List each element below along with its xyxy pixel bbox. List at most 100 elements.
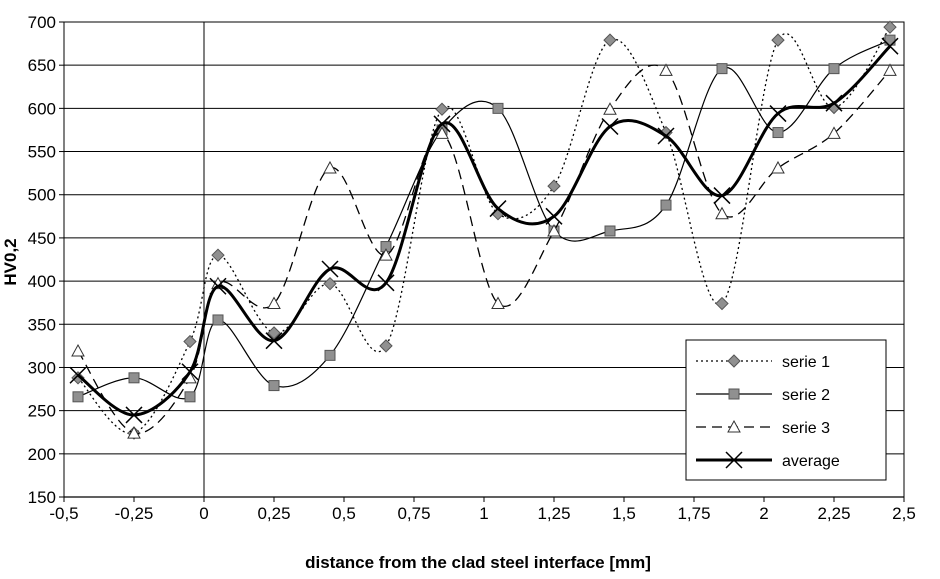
data-point-serie-2	[492, 102, 504, 114]
data-point-average	[125, 406, 143, 424]
data-point-average	[209, 277, 227, 295]
x-tick-label: -0,25	[115, 504, 154, 523]
data-point-serie-3	[323, 160, 337, 174]
data-point-average	[657, 127, 675, 145]
series-average	[69, 37, 899, 424]
data-point-serie-2	[716, 63, 728, 75]
data-point-serie-1	[71, 371, 85, 385]
x-tick-label: 2	[759, 504, 768, 523]
y-tick-label: 600	[28, 99, 56, 118]
legend-label-average: average	[782, 453, 840, 470]
data-point-serie-2	[268, 380, 280, 392]
data-point-average	[713, 187, 731, 205]
data-point-serie-1	[547, 179, 561, 193]
y-tick-label: 500	[28, 186, 56, 205]
y-tick-labels: 150 200 250 300 350 400 450 500 550 600 650 700	[28, 13, 56, 507]
data-point-average	[265, 332, 283, 350]
data-point-serie-3	[715, 206, 729, 220]
y-tick-label: 200	[28, 445, 56, 464]
data-point-serie-1	[771, 33, 785, 47]
legend-label-serie-3: serie 3	[782, 420, 830, 437]
x-tick-labels: -0,5 -0,25 0 0,25 0,5 0,75 1 1,25 1,5 1,75 2 2,25 2,…	[49, 504, 915, 523]
data-point-serie-1	[603, 33, 617, 47]
legend-marker-average	[725, 451, 743, 469]
data-point-serie-2	[324, 349, 336, 361]
data-point-serie-3	[603, 102, 617, 115]
data-point-average	[69, 366, 87, 384]
legend: serie 1 serie 2 serie 3 average	[685, 339, 887, 481]
data-point-serie-2	[604, 225, 616, 237]
data-point-serie-2	[828, 63, 840, 75]
y-tick-label: 400	[28, 272, 56, 291]
data-point-serie-3	[435, 126, 449, 139]
data-point-serie-2	[212, 314, 224, 326]
data-point-serie-3	[379, 248, 393, 261]
data-point-average	[433, 115, 451, 133]
y-tick-label: 700	[28, 13, 56, 32]
y-tick-label: 300	[28, 358, 56, 377]
data-point-serie-3	[659, 63, 673, 76]
data-point-serie-2	[660, 199, 672, 211]
data-point-serie-1	[183, 334, 197, 349]
x-tick-label: 0,75	[397, 504, 430, 523]
data-point-average	[769, 105, 787, 123]
data-point-serie-2	[128, 372, 140, 384]
y-tick-label: 250	[28, 402, 56, 421]
series-line-average	[77, 45, 892, 417]
y-tick-label: 350	[28, 315, 56, 334]
data-point-average	[489, 200, 507, 218]
data-point-average	[321, 260, 339, 278]
data-point-serie-1	[715, 296, 729, 311]
data-point-serie-1	[267, 326, 281, 340]
legend-box	[685, 339, 887, 481]
series-serie-2	[72, 34, 896, 403]
data-point-serie-1	[323, 276, 337, 291]
data-point-average	[377, 274, 395, 292]
x-tick-label: 0,25	[257, 504, 290, 523]
data-point-serie-3	[883, 63, 897, 76]
data-point-serie-2	[72, 391, 84, 403]
data-point-serie-3	[267, 296, 281, 310]
data-point-serie-2	[772, 127, 784, 139]
data-point-serie-3	[491, 296, 505, 310]
legend-marker-serie-1	[727, 354, 741, 368]
series-line-serie-1	[77, 26, 891, 434]
data-point-average	[825, 94, 843, 112]
y-tick-label: 550	[28, 143, 56, 162]
x-tick-label: -0,5	[49, 504, 78, 523]
data-point-serie-1	[211, 248, 225, 262]
data-point-serie-1	[379, 339, 393, 353]
y-tick-label: 150	[28, 488, 56, 507]
x-tick-label: 1,5	[612, 504, 636, 523]
data-point-average	[601, 117, 619, 136]
data-point-average	[881, 37, 899, 55]
x-axis-title: distance from the clad steel interface […	[305, 553, 651, 572]
y-axis-title: HV0,2	[1, 238, 20, 285]
data-point-serie-3	[827, 126, 841, 139]
y-tick-label: 650	[28, 56, 56, 75]
data-point-average	[181, 363, 199, 381]
data-series	[69, 20, 899, 440]
data-point-serie-1	[435, 102, 449, 116]
legend-label-serie-2: serie 2	[782, 387, 830, 404]
y-tick-label: 450	[28, 229, 56, 248]
data-point-serie-3	[547, 223, 561, 237]
data-point-serie-3	[771, 160, 785, 174]
x-tick-label: 1,25	[537, 504, 570, 523]
data-point-serie-3	[127, 426, 141, 439]
legend-marker-serie-2	[728, 388, 740, 400]
x-tick-label: 2,25	[817, 504, 850, 523]
data-point-average	[545, 207, 563, 225]
legend-label-serie-1: serie 1	[782, 354, 830, 371]
data-point-serie-1	[883, 20, 897, 34]
data-point-serie-3	[71, 344, 85, 357]
axes	[59, 21, 905, 502]
series-serie-1	[71, 20, 897, 440]
x-tick-label: 1,75	[677, 504, 710, 523]
data-point-serie-2	[184, 391, 196, 403]
x-tick-label: 1	[479, 504, 488, 523]
legend-marker-serie-3	[727, 419, 741, 433]
x-tick-label: 0,5	[332, 504, 356, 523]
